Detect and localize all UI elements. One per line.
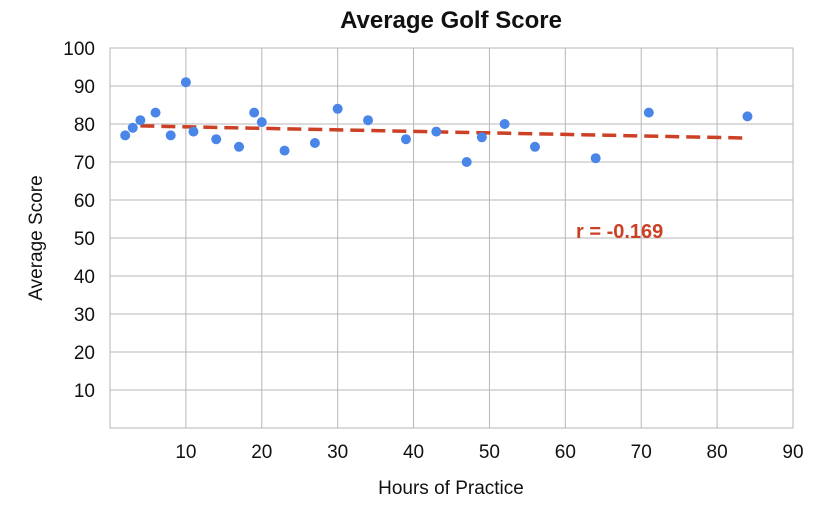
x-tick-label: 30 (327, 442, 348, 463)
data-point (165, 130, 176, 141)
y-tick-label: 50 (74, 229, 95, 250)
correlation-annotation: r = -0.169 (576, 221, 663, 243)
data-point (400, 134, 411, 145)
y-tick-label: 70 (74, 153, 95, 174)
trendline (140, 124, 748, 140)
data-point (150, 107, 161, 118)
data-points (120, 77, 753, 167)
data-point (363, 115, 374, 126)
x-tick-label: 40 (403, 442, 424, 463)
x-tick-label: 50 (479, 442, 500, 463)
data-point (309, 138, 320, 148)
data-point (127, 122, 138, 133)
data-point (135, 115, 146, 126)
chart-title: Average Golf Score (340, 7, 562, 34)
y-tick-label: 20 (74, 343, 95, 364)
data-point (120, 130, 131, 141)
x-tick-label: 20 (251, 442, 272, 463)
x-tick-label: 70 (631, 442, 652, 463)
data-point (180, 77, 191, 88)
grid (109, 47, 794, 429)
data-point (476, 132, 487, 143)
data-point (431, 126, 442, 137)
data-point (188, 126, 199, 137)
tick-labels: 10 20 30 40 50 60 70 80 90 100 10 20 30 40 50 60 70 80 90 (63, 39, 803, 463)
data-point (643, 107, 654, 118)
data-point (279, 145, 290, 156)
x-tick-label: 10 (175, 442, 196, 463)
x-tick-label: 60 (555, 442, 576, 463)
y-tick-label: 30 (74, 305, 95, 326)
data-point (234, 141, 245, 152)
data-point (742, 111, 753, 122)
x-tick-label: 90 (782, 442, 803, 463)
data-point (332, 103, 343, 114)
y-axis-label: Average Score (26, 175, 47, 300)
x-tick-label: 80 (707, 442, 728, 463)
y-tick-label: 60 (74, 191, 95, 212)
y-tick-label: 100 (63, 39, 95, 60)
data-point (529, 141, 540, 152)
x-axis-label: Hours of Practice (378, 478, 524, 499)
data-point (249, 107, 260, 118)
data-point (256, 117, 267, 128)
y-tick-label: 40 (74, 267, 95, 288)
y-tick-label: 90 (74, 77, 95, 98)
data-point (211, 134, 222, 145)
data-point (461, 157, 472, 167)
y-tick-label: 10 (74, 381, 95, 402)
data-point (499, 119, 510, 129)
y-tick-label: 80 (74, 115, 95, 136)
trendline-layer (140, 124, 748, 140)
data-point (590, 153, 601, 164)
